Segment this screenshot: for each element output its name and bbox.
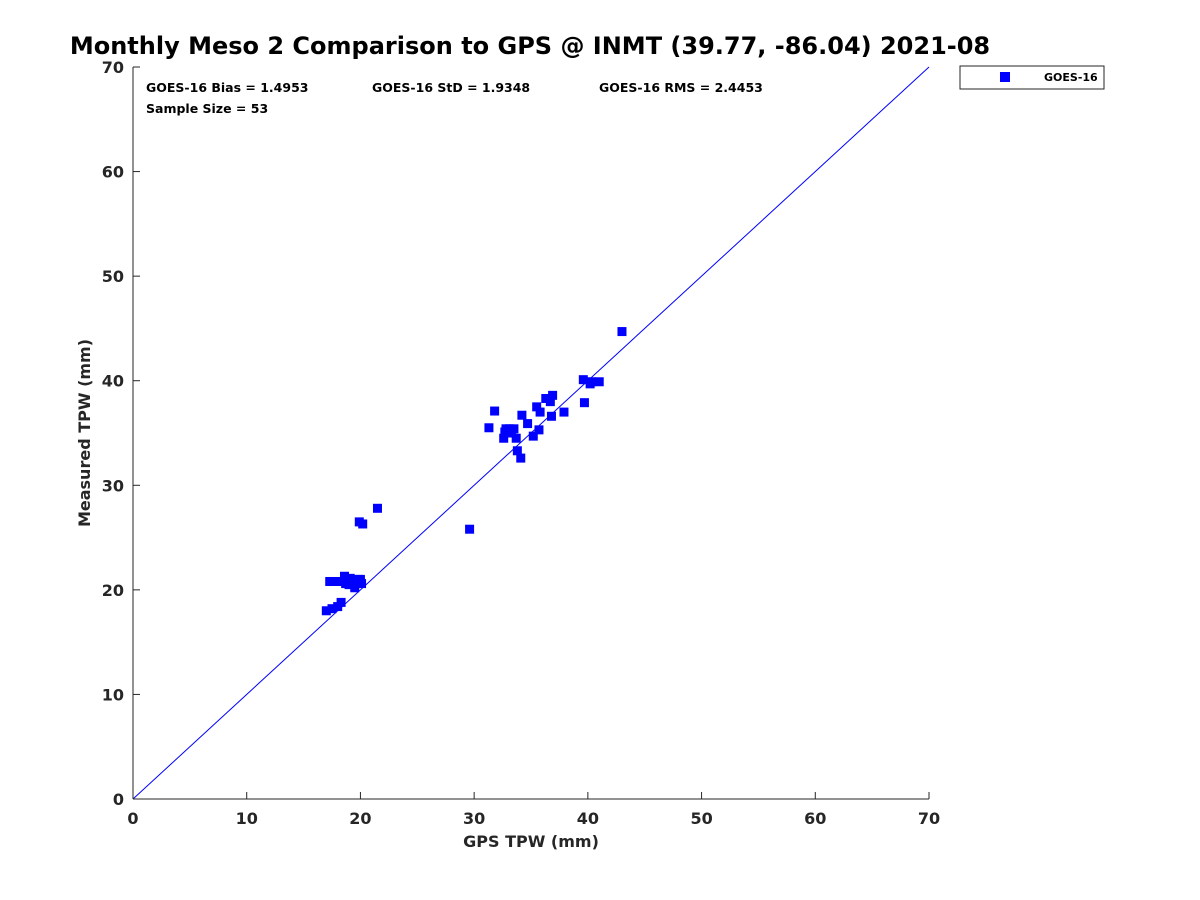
- series-goes16-points: [321, 327, 627, 616]
- y-tick-label: 30: [102, 476, 124, 495]
- data-point: [490, 406, 500, 416]
- data-point: [545, 397, 555, 407]
- data-point: [512, 446, 522, 456]
- data-point: [594, 377, 604, 387]
- data-point: [509, 424, 519, 434]
- y-tick-label: 60: [102, 163, 124, 182]
- x-axis-label: GPS TPW (mm): [463, 832, 599, 851]
- data-point: [528, 431, 538, 441]
- data-point: [559, 407, 569, 417]
- legend-label-goes16: GOES-16: [1044, 71, 1098, 84]
- axes: [132, 67, 929, 800]
- x-tick-label: 40: [577, 809, 599, 828]
- y-axis-ticks: 0 10 20 30 40 50 60 70: [102, 58, 140, 809]
- stat-sample-size: Sample Size = 53: [146, 101, 268, 116]
- y-tick-label: 0: [113, 790, 124, 809]
- data-point: [541, 393, 551, 403]
- data-point: [336, 597, 346, 607]
- data-point: [465, 524, 475, 534]
- legend-marker-square-icon: [1000, 72, 1010, 82]
- data-point: [357, 579, 367, 589]
- x-tick-label: 20: [349, 809, 371, 828]
- stat-bias: GOES-16 Bias = 1.4953: [146, 80, 308, 95]
- y-tick-label: 20: [102, 581, 124, 600]
- x-tick-label: 50: [690, 809, 712, 828]
- data-point: [548, 390, 558, 400]
- y-tick-label: 70: [102, 58, 124, 77]
- chart-title: Monthly Meso 2 Comparison to GPS @ INMT …: [70, 32, 990, 60]
- stat-std: GOES-16 StD = 1.9348: [372, 80, 530, 95]
- data-point: [579, 398, 589, 408]
- data-point: [372, 503, 382, 513]
- data-point: [523, 419, 533, 429]
- data-point: [349, 575, 359, 585]
- y-tick-label: 10: [102, 685, 124, 704]
- x-axis-ticks: 0 10 20 30 40 50 60 70: [127, 792, 940, 828]
- x-tick-label: 60: [804, 809, 826, 828]
- data-point: [511, 433, 521, 443]
- data-point: [517, 410, 527, 420]
- data-point: [617, 327, 627, 337]
- x-tick-label: 70: [918, 809, 940, 828]
- x-tick-label: 0: [127, 809, 138, 828]
- data-point: [484, 423, 494, 433]
- data-point: [358, 519, 368, 529]
- legend: GOES-16: [959, 65, 1105, 90]
- data-point: [535, 407, 545, 417]
- y-tick-label: 50: [102, 267, 124, 286]
- data-point: [532, 402, 542, 412]
- x-tick-label: 30: [463, 809, 485, 828]
- data-point: [327, 604, 337, 614]
- data-point: [343, 578, 353, 588]
- x-tick-label: 10: [236, 809, 258, 828]
- data-point: [578, 375, 588, 385]
- y-tick-label: 40: [102, 372, 124, 391]
- data-point: [586, 377, 596, 387]
- data-point: [516, 453, 526, 463]
- data-point: [499, 433, 509, 443]
- y-axis-label: Measured TPW (mm): [75, 339, 94, 527]
- data-point: [546, 411, 556, 421]
- data-point: [534, 425, 544, 435]
- legend-box: [959, 65, 1105, 90]
- data-point: [321, 606, 331, 616]
- data-point: [325, 576, 335, 586]
- stat-rms: GOES-16 RMS = 2.4453: [599, 80, 763, 95]
